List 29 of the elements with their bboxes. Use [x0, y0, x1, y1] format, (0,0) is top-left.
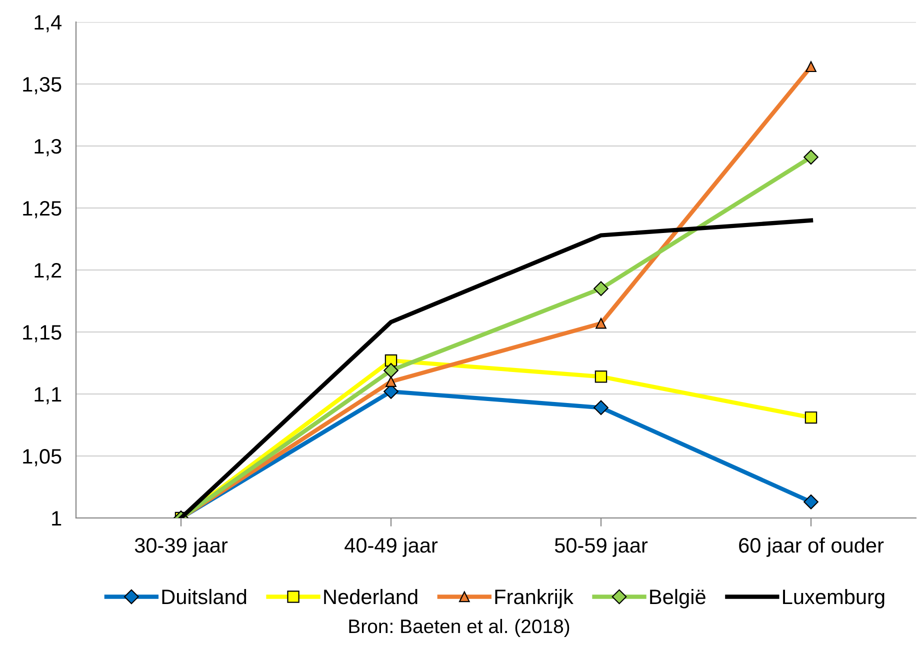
y-tick-label: 1,35 — [23, 77, 62, 94]
point — [804, 494, 818, 510]
point — [594, 281, 608, 296]
y-tick-label: 1,4 — [34, 15, 62, 32]
legend-label: Frankrijk — [495, 588, 574, 608]
y-tick-label: 1,15 — [23, 325, 62, 342]
y-tick-label: 1,3 — [34, 139, 62, 156]
y-tick-label: 1,05 — [23, 449, 62, 466]
point — [804, 150, 818, 165]
text: Bron: Baeten et al. (2018) — [349, 618, 570, 638]
y-tick-label: 1,25 — [23, 201, 62, 218]
y-tick-label: 1 — [52, 511, 62, 526]
y-tick-label: 1,1 — [34, 387, 62, 404]
point — [594, 400, 608, 416]
point — [386, 376, 396, 388]
point — [594, 370, 608, 383]
legend-label: Luxemburg — [783, 588, 884, 608]
x-tick-label: 40-49 jaar — [344, 537, 438, 557]
legend-label: Nederland — [324, 588, 418, 604]
point — [384, 363, 398, 378]
legend-label: België — [650, 588, 706, 608]
x-tick-label: 50-59 jaar — [554, 537, 648, 557]
y-tick-label: 1,2 — [34, 263, 62, 280]
legend-label: Duitsland — [162, 588, 246, 604]
point — [804, 411, 818, 424]
point — [596, 318, 606, 329]
point — [806, 61, 816, 72]
x-tick-label: 60 jaar of ouder — [739, 537, 884, 557]
x-tick-label: 30-39 jaar — [134, 537, 228, 557]
